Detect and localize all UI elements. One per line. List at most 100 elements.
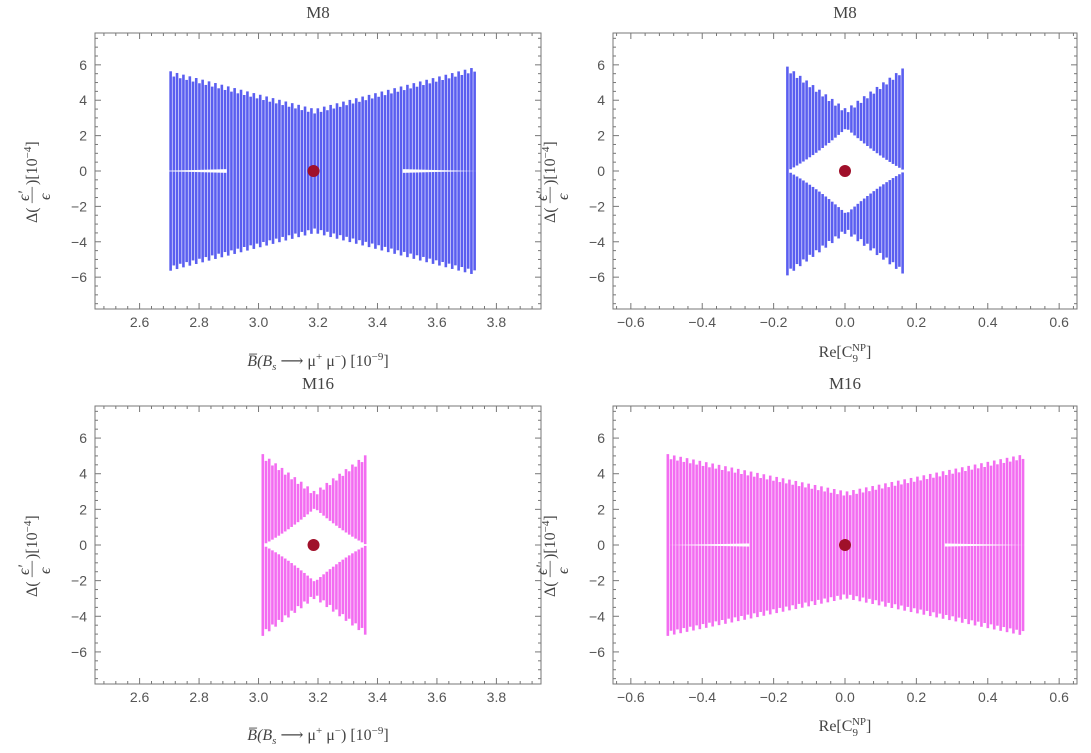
x-axis-label: Re[C9NP]	[819, 342, 872, 365]
scatter-strip	[967, 546, 970, 625]
chart-title: M16	[302, 374, 334, 393]
scatter-strip	[928, 473, 932, 545]
scatter-strip	[261, 545, 265, 636]
scatter-strip	[265, 171, 268, 246]
scatter-strip	[868, 545, 871, 599]
x-axis-label: B̅(Bs ⟶ μ+ μ−) [10−9]	[247, 725, 388, 747]
scatter-strip	[749, 471, 753, 545]
scatter-strip	[345, 171, 348, 237]
scatter-strip	[335, 103, 339, 171]
scatter-strip	[214, 83, 217, 170]
scatter-strip	[794, 480, 798, 545]
scatter-strip	[454, 76, 457, 171]
scatter-strip	[396, 171, 400, 251]
scatter-strip	[698, 460, 702, 545]
scatter-strip	[341, 475, 345, 531]
scatter-strip	[759, 478, 762, 545]
scatter-strip	[338, 171, 342, 236]
scatter-strip	[299, 570, 303, 609]
scatter-strip	[916, 545, 919, 614]
scatter-strip	[834, 105, 837, 138]
scatter-strip	[909, 477, 913, 545]
x-tick-label: 0.2	[907, 689, 927, 705]
scatter-strip	[306, 111, 310, 171]
y-axis-label: Δ(ϵ'—ϵ)[10−4]	[16, 515, 54, 597]
scatter-strip	[428, 172, 432, 259]
scatter-strip	[821, 194, 824, 246]
scatter-strip	[217, 88, 220, 170]
scatter-strip	[325, 571, 329, 608]
scatter-strip	[310, 171, 313, 234]
scatter-strip	[194, 78, 198, 170]
scatter-strip	[280, 467, 284, 534]
scatter-strip	[944, 546, 948, 615]
scatter-strip	[402, 90, 406, 170]
scatter-strip	[692, 459, 695, 545]
scatter-strip	[332, 171, 336, 234]
scatter-strip	[845, 491, 849, 545]
scatter-strip	[855, 493, 858, 545]
scatter-strip	[916, 476, 919, 545]
scatter-strip	[463, 69, 467, 171]
scatter-strip	[271, 550, 274, 625]
scatter-strip	[345, 105, 348, 171]
scatter-strip	[846, 212, 850, 230]
scatter-strip	[331, 566, 335, 612]
scatter-strip	[846, 112, 850, 130]
scatter-strip	[837, 103, 840, 135]
scatter-strip	[820, 545, 823, 604]
scatter-strip	[316, 171, 320, 234]
scatter-strip	[746, 546, 750, 615]
scatter-strip	[444, 171, 448, 268]
scatter-strip	[823, 545, 826, 599]
scatter-strip	[858, 488, 862, 545]
scatter-strip	[242, 171, 246, 247]
scatter-strip	[848, 545, 852, 595]
y-axis-label: Δ(ϵ'—ϵ)[10−4]	[16, 141, 54, 223]
y-tick-label: −6	[589, 269, 605, 285]
scatter-strip	[814, 91, 818, 153]
scatter-strip	[843, 212, 847, 234]
scatter-strip	[201, 79, 204, 170]
scatter-strip	[412, 83, 416, 170]
scatter-strip	[852, 545, 855, 600]
scatter-strip	[679, 545, 682, 634]
y-axis-label: Δ(ϵ'—ϵ)[10−4]	[534, 515, 572, 597]
x-tick-label: −0.6	[617, 689, 645, 705]
scatter-strip	[850, 209, 853, 237]
y-tick-label: −6	[71, 644, 87, 660]
svg-text:)[10−4]: )[10−4]	[540, 515, 559, 559]
scatter-strip	[313, 113, 316, 171]
scatter-strip	[431, 172, 435, 264]
scatter-strip	[695, 545, 698, 626]
scatter-strip	[325, 482, 329, 519]
scatter-strip	[441, 171, 444, 262]
scatter-strip	[169, 171, 172, 271]
scatter-strip	[778, 545, 782, 608]
scatter-strip	[268, 101, 272, 171]
svg-text:ϵ: ϵ	[37, 567, 54, 574]
scatter-strip	[364, 171, 368, 242]
scatter-strip	[960, 467, 964, 544]
scatter-strip	[357, 549, 361, 631]
scatter-strip	[989, 465, 993, 545]
chart-title: M16	[829, 374, 861, 393]
scatter-strip	[341, 559, 345, 615]
scatter-strip	[457, 71, 460, 171]
y-axis-label: Δ(ϵ'—ϵ)[10−4]	[534, 141, 572, 223]
y-tick-label: −4	[589, 234, 605, 250]
scatter-strip	[853, 206, 856, 235]
scatter-strip	[332, 108, 336, 171]
scatter-strip	[360, 547, 364, 628]
scatter-strip	[676, 545, 679, 630]
scatter-strip	[351, 171, 355, 239]
scatter-strip	[830, 98, 834, 141]
scatter-strip	[319, 577, 322, 603]
scatter-strip	[328, 485, 332, 521]
scatter-strip	[473, 71, 476, 171]
scatter-strip	[992, 545, 996, 630]
scatter-strip	[842, 545, 846, 595]
scatter-strip	[762, 474, 766, 545]
scatter-strip	[730, 546, 734, 623]
scatter-strip	[348, 171, 352, 243]
